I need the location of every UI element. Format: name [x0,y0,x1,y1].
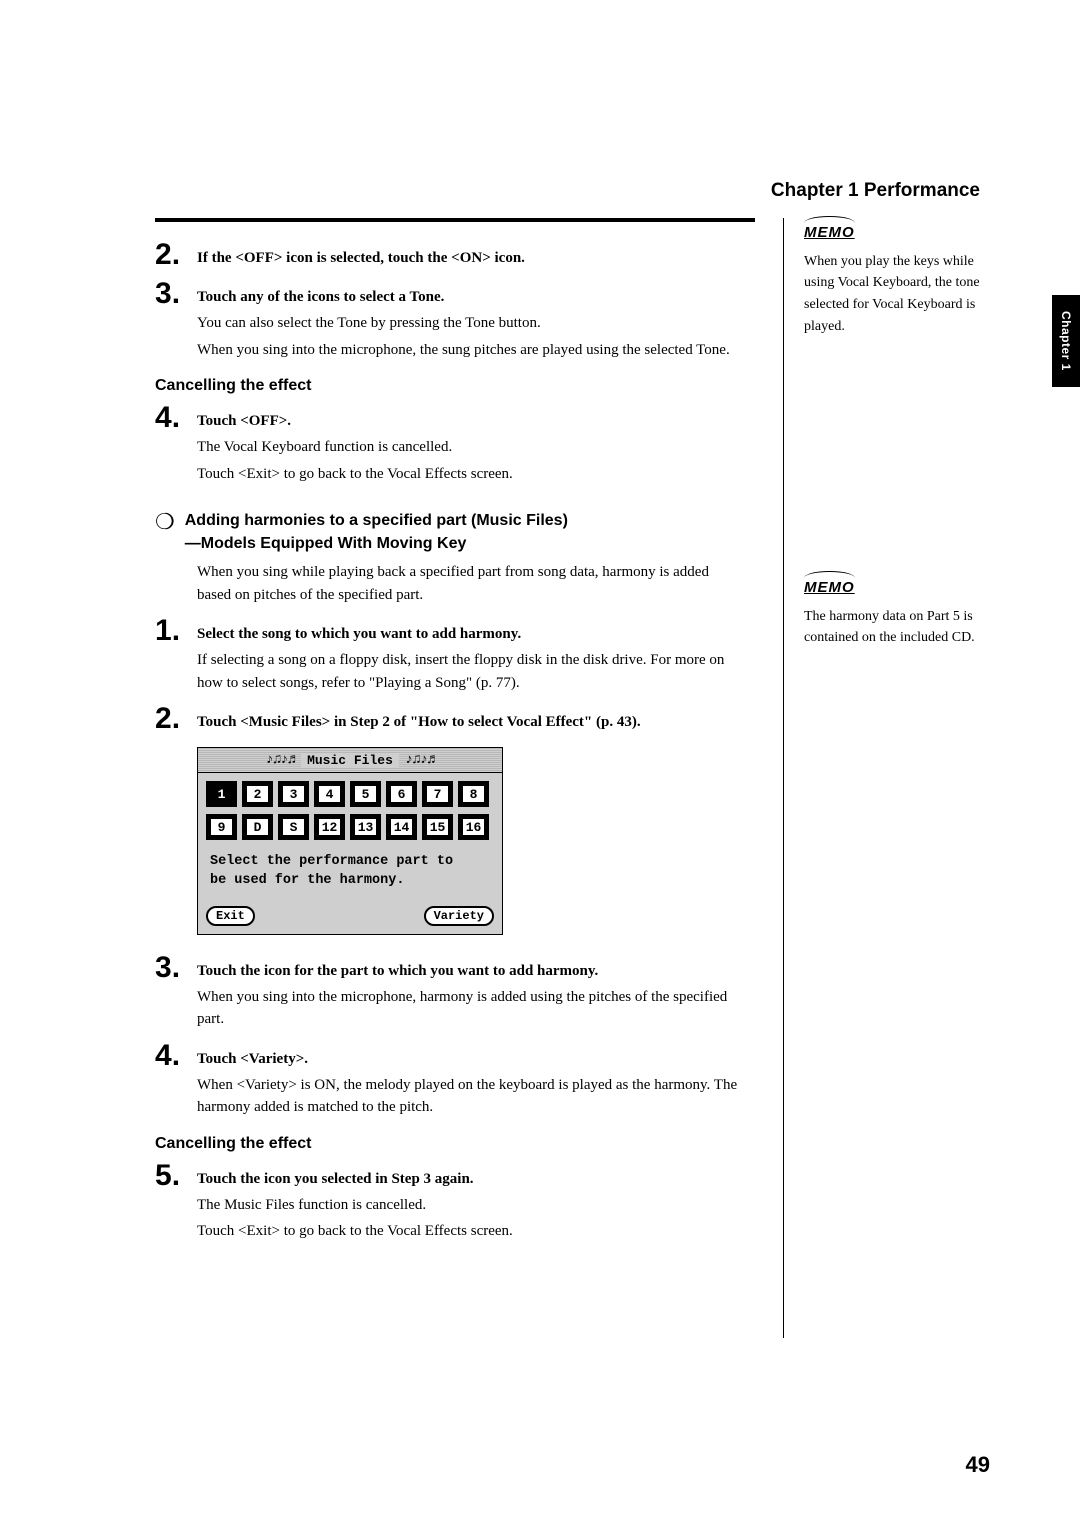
lcd-part-button[interactable]: 12 [314,814,345,840]
lcd-title: Music Files [301,753,399,768]
step-4c: 4 Touch <Variety>. When <Variety> is ON,… [155,1041,745,1123]
chapter-tab: Chapter 1 [1052,295,1080,387]
step-text: You can also select the Tone by pressing… [197,312,745,335]
step-number: 5 [155,1161,197,1191]
notes-icon: ♪♫♪♬ [405,752,435,768]
lcd-part-button[interactable]: 8 [458,781,489,807]
step-number: 3 [155,279,197,309]
lcd-exit-button[interactable]: Exit [206,906,255,926]
lcd-message: Select the performance part to be used f… [206,847,494,899]
lcd-part-button[interactable]: 1 [206,781,237,807]
memo-label: MEMO [804,222,855,245]
lcd-row-1: 1 2 3 4 5 6 7 8 [206,781,494,807]
section-title-l2: —Models Equipped With Moving Key [185,535,467,552]
step-title: Touch any of the icons to select a Tone. [197,289,745,306]
lcd-titlebar: ♪♫♪♬ Music Files ♪♫♪♬ [198,748,502,773]
step-title: Touch <Music Files> in Step 2 of "How to… [197,714,745,731]
step-number: 4 [155,403,197,433]
main-content: 2 If the <OFF> icon is selected, touch t… [155,218,765,1338]
step-title: Touch <OFF>. [197,413,745,430]
step-title: Touch <Variety>. [197,1051,745,1068]
lcd-part-button[interactable]: 13 [350,814,381,840]
lcd-screenshot: ♪♫♪♬ Music Files ♪♫♪♬ 1 2 3 4 5 6 7 8 [197,747,503,934]
lcd-row-2: 9 D S 12 13 14 15 16 [206,814,494,840]
step-number: 2 [155,240,197,270]
step-1b: 1 Select the song to which you want to a… [155,616,745,698]
step-number: 1 [155,616,197,646]
step-3a: 3 Touch any of the icons to select a Ton… [155,279,745,365]
step-5c: 5 Touch the icon you selected in Step 3 … [155,1161,745,1247]
step-3c: 3 Touch the icon for the part to which y… [155,953,745,1035]
memo-text: When you play the keys while using Vocal… [804,251,990,338]
step-2a: 2 If the <OFF> icon is selected, touch t… [155,240,745,273]
step-text: When you sing into the microphone, harmo… [197,986,745,1031]
lcd-part-button[interactable]: 15 [422,814,453,840]
lcd-part-button[interactable]: 14 [386,814,417,840]
memo-text: The harmony data on Part 5 is contained … [804,606,990,649]
lcd-part-button[interactable]: D [242,814,273,840]
section-title-l1: Adding harmonies to a specified part (Mu… [185,512,568,529]
lcd-part-button[interactable]: 7 [422,781,453,807]
section-harmonies: ❍ Adding harmonies to a specified part (… [155,509,745,555]
step-title: Touch the icon for the part to which you… [197,963,745,980]
section-intro: When you sing while playing back a speci… [197,561,745,606]
lcd-part-button[interactable]: 5 [350,781,381,807]
cancelling-subhead: Cancelling the effect [155,377,745,395]
vertical-divider [783,218,784,1338]
step-text: The Music Files function is cancelled. [197,1194,745,1217]
step-title: Touch the icon you selected in Step 3 ag… [197,1171,745,1188]
lcd-part-button[interactable]: 4 [314,781,345,807]
lcd-part-button[interactable]: 2 [242,781,273,807]
lcd-part-button[interactable]: S [278,814,309,840]
step-number: 2 [155,704,197,734]
step-text: When you sing into the microphone, the s… [197,339,745,362]
step-text: Touch <Exit> to go back to the Vocal Eff… [197,1220,745,1243]
top-rule [155,218,755,222]
step-text: Touch <Exit> to go back to the Vocal Eff… [197,463,745,486]
bullet-icon: ❍ [155,509,175,535]
memo-label: MEMO [804,577,855,600]
step-number: 4 [155,1041,197,1071]
lcd-part-button[interactable]: 9 [206,814,237,840]
lcd-part-button[interactable]: 16 [458,814,489,840]
lcd-variety-button[interactable]: Variety [424,906,494,926]
step-2b: 2 Touch <Music Files> in Step 2 of "How … [155,704,745,737]
page-number: 49 [966,1452,990,1478]
step-text: The Vocal Keyboard function is cancelled… [197,436,745,459]
chapter-header: Chapter 1 Performance [155,180,990,202]
sidebar-notes: MEMO When you play the keys while using … [804,218,990,1338]
step-text: When <Variety> is ON, the melody played … [197,1074,745,1119]
step-title: Select the song to which you want to add… [197,626,745,643]
cancelling-subhead: Cancelling the effect [155,1135,745,1153]
lcd-part-button[interactable]: 6 [386,781,417,807]
notes-icon: ♪♫♪♬ [265,752,295,768]
step-text: If selecting a song on a floppy disk, in… [197,649,745,694]
lcd-part-button[interactable]: 3 [278,781,309,807]
step-title: If the <OFF> icon is selected, touch the… [197,250,745,267]
step-number: 3 [155,953,197,983]
step-4a: 4 Touch <OFF>. The Vocal Keyboard functi… [155,403,745,489]
